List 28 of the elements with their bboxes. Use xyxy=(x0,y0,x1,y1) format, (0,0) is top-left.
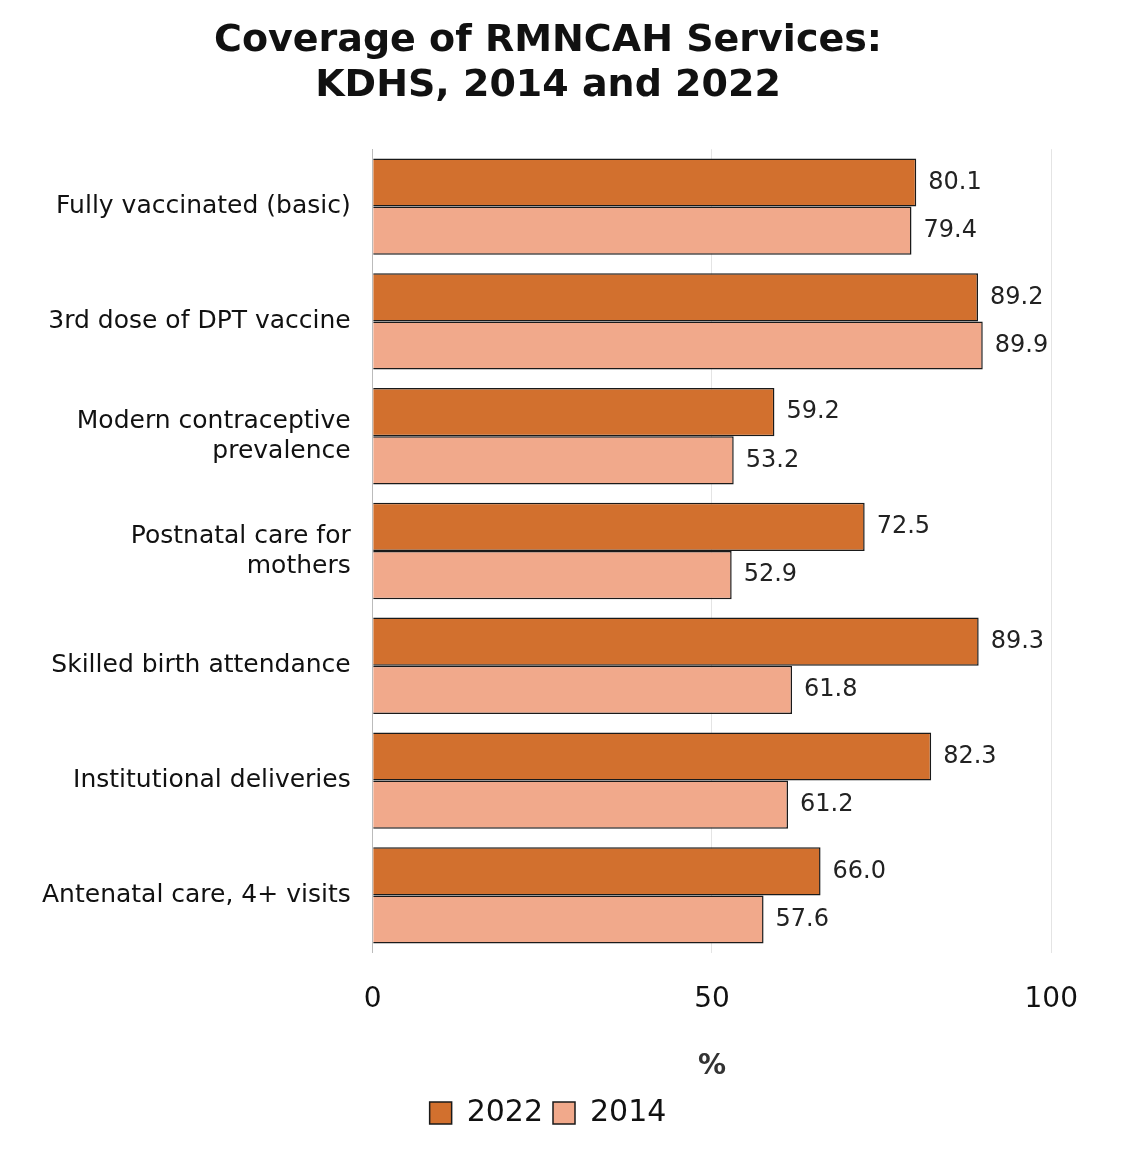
text: 61.8 xyxy=(804,674,858,703)
text: 89.3 xyxy=(990,625,1045,654)
chart-title: Coverage of RMNCAH Services: KDHS, 2014 and 2022 xyxy=(214,15,882,106)
text: 66.0 xyxy=(832,855,886,884)
text: 53.2 xyxy=(745,444,800,473)
text: 59.2 xyxy=(786,396,840,425)
x-axis-title: % xyxy=(697,1048,727,1082)
text: 57.6 xyxy=(775,903,830,932)
legend-label: 2022 xyxy=(466,1092,544,1128)
text: 61.2 xyxy=(800,788,854,817)
y-tick-label: Antenatal care, 4+ visits xyxy=(42,878,351,908)
text: 89.2 xyxy=(989,281,1044,310)
y-tick-label: Fully vaccinated (basic) xyxy=(56,190,351,220)
y-tick-label: Skilled birth attendance xyxy=(51,649,351,679)
x-tick-label: 100 xyxy=(1024,980,1078,1014)
text: 80.1 xyxy=(928,166,982,195)
text: 82.3 xyxy=(943,740,997,769)
x-tick-label: 50 xyxy=(694,980,730,1014)
text: 79.4 xyxy=(923,214,977,243)
text: 72.5 xyxy=(876,511,931,540)
text: 89.9 xyxy=(994,329,1049,358)
y-tick-label: Institutional deliveries xyxy=(73,764,351,794)
y-tick-label: Postnatal care for mothers xyxy=(130,519,352,579)
y-tick-label: 3rd dose of DPT vaccine xyxy=(48,304,351,334)
x-tick-label: 0 xyxy=(363,980,382,1014)
text: 52.9 xyxy=(743,559,798,588)
legend-label: 2014 xyxy=(590,1092,667,1128)
y-tick-label: Modern contraceptive prevalence xyxy=(76,404,351,464)
